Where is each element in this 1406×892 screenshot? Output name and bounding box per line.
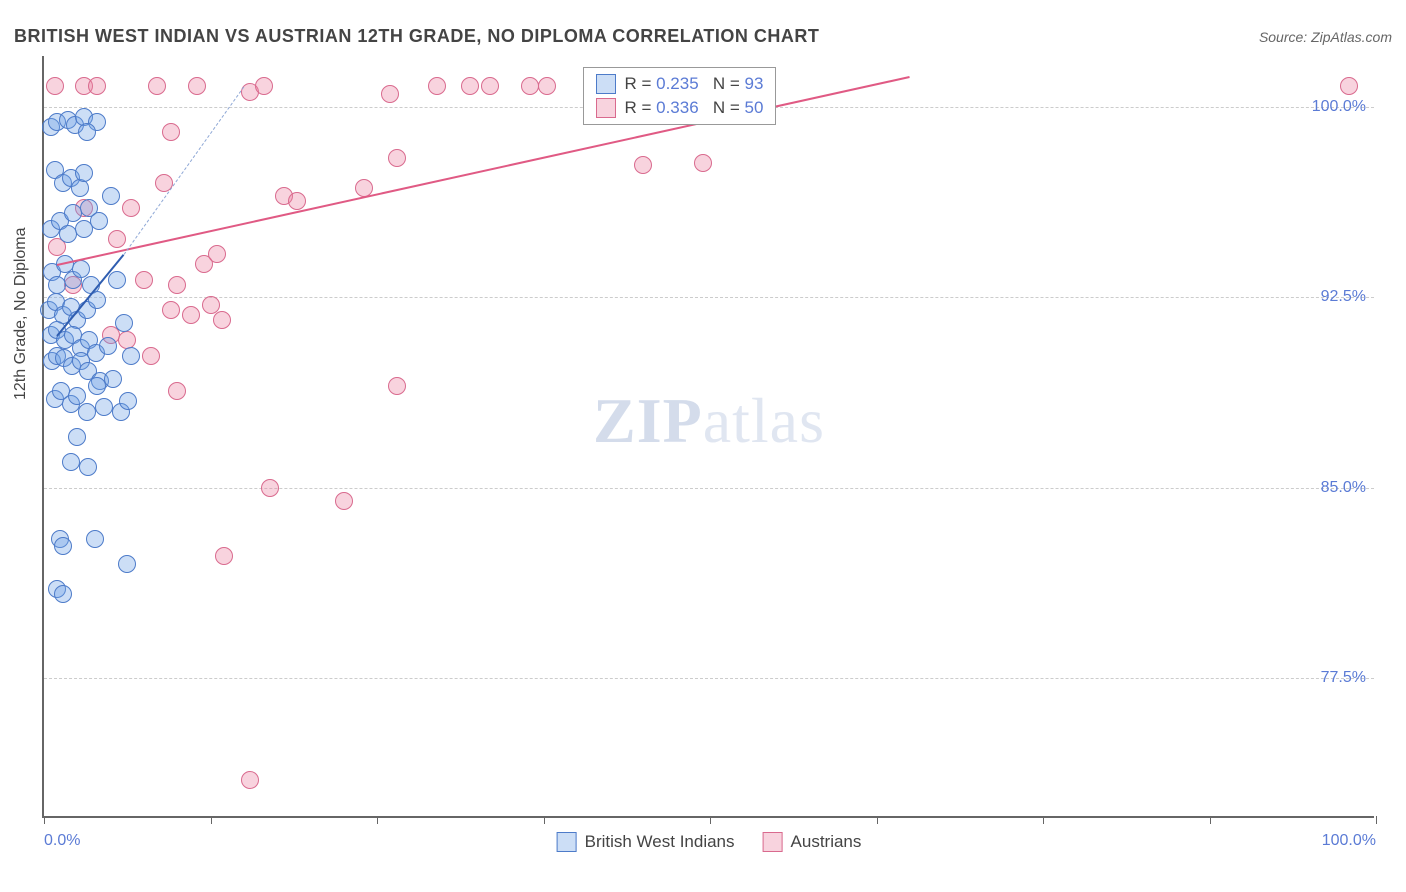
marker-austrians (202, 296, 220, 314)
gridline (44, 297, 1374, 298)
legend-swatch (596, 98, 616, 118)
marker-austrians (1340, 77, 1358, 95)
x-tick (1210, 816, 1211, 824)
marker-austrians (634, 156, 652, 174)
legend-row: R = 0.235 N = 93 (584, 72, 775, 96)
watermark: ZIPatlas (593, 384, 825, 458)
marker-austrians (261, 479, 279, 497)
chart-title: BRITISH WEST INDIAN VS AUSTRIAN 12TH GRA… (14, 26, 819, 47)
x-tick (44, 816, 45, 824)
marker-bwi (90, 212, 108, 230)
marker-austrians (182, 306, 200, 324)
marker-austrians (388, 149, 406, 167)
marker-austrians (122, 199, 140, 217)
x-tick (1043, 816, 1044, 824)
marker-bwi (54, 585, 72, 603)
x-tick-label: 100.0% (1322, 832, 1376, 850)
marker-bwi (115, 314, 133, 332)
x-tick (877, 816, 878, 824)
marker-bwi (122, 347, 140, 365)
correlation-legend: R = 0.235 N = 93 R = 0.336 N = 50 (583, 67, 776, 125)
legend-text: R = 0.336 N = 50 (624, 98, 763, 118)
legend-label: Austrians (791, 832, 862, 852)
legend-text: R = 0.235 N = 93 (624, 74, 763, 94)
marker-austrians (46, 77, 64, 95)
marker-bwi (68, 428, 86, 446)
marker-austrians (208, 245, 226, 263)
marker-bwi (71, 179, 89, 197)
scatter-plot: ZIPatlas 77.5%85.0%92.5%100.0%0.0%100.0%… (42, 56, 1374, 818)
marker-bwi (79, 458, 97, 476)
marker-austrians (255, 77, 273, 95)
x-tick (710, 816, 711, 824)
gridline (44, 678, 1374, 679)
trend-austrians (57, 76, 910, 266)
marker-bwi (62, 453, 80, 471)
marker-austrians (148, 77, 166, 95)
legend-row: R = 0.336 N = 50 (584, 96, 775, 120)
marker-bwi (86, 530, 104, 548)
marker-bwi (102, 187, 120, 205)
marker-austrians (213, 311, 231, 329)
marker-bwi (108, 271, 126, 289)
marker-austrians (481, 77, 499, 95)
x-tick (1376, 816, 1377, 824)
marker-bwi (99, 337, 117, 355)
y-tick-label: 92.5% (1321, 288, 1366, 306)
legend-swatch (596, 74, 616, 94)
marker-austrians (162, 123, 180, 141)
legend-swatch (557, 832, 577, 852)
marker-austrians (215, 547, 233, 565)
marker-austrians (521, 77, 539, 95)
x-tick (377, 816, 378, 824)
y-tick-label: 100.0% (1312, 98, 1366, 116)
marker-austrians (142, 347, 160, 365)
marker-austrians (538, 77, 556, 95)
marker-bwi (119, 392, 137, 410)
marker-austrians (461, 77, 479, 95)
marker-austrians (335, 492, 353, 510)
marker-austrians (168, 276, 186, 294)
marker-bwi (104, 370, 122, 388)
marker-austrians (288, 192, 306, 210)
marker-austrians (168, 382, 186, 400)
y-tick-label: 85.0% (1321, 479, 1366, 497)
legend-item: British West Indians (557, 832, 735, 852)
y-tick-label: 77.5% (1321, 669, 1366, 687)
y-axis-label: 12th Grade, No Diploma (12, 227, 30, 400)
marker-austrians (388, 377, 406, 395)
marker-austrians (88, 77, 106, 95)
marker-austrians (241, 771, 259, 789)
legend-swatch (763, 832, 783, 852)
marker-bwi (75, 164, 93, 182)
legend-item: Austrians (763, 832, 862, 852)
marker-austrians (188, 77, 206, 95)
marker-bwi (118, 555, 136, 573)
marker-austrians (381, 85, 399, 103)
marker-austrians (108, 230, 126, 248)
marker-bwi (78, 403, 96, 421)
x-tick-label: 0.0% (44, 832, 80, 850)
x-tick (211, 816, 212, 824)
marker-bwi (54, 537, 72, 555)
gridline (44, 488, 1374, 489)
trend-bwi-extrapolated (123, 87, 244, 255)
marker-bwi (78, 123, 96, 141)
marker-austrians (428, 77, 446, 95)
series-legend: British West Indians Austrians (557, 832, 862, 852)
marker-austrians (694, 154, 712, 172)
source-label: Source: ZipAtlas.com (1259, 29, 1392, 45)
x-tick (544, 816, 545, 824)
legend-label: British West Indians (585, 832, 735, 852)
marker-austrians (135, 271, 153, 289)
marker-austrians (162, 301, 180, 319)
marker-bwi (95, 398, 113, 416)
